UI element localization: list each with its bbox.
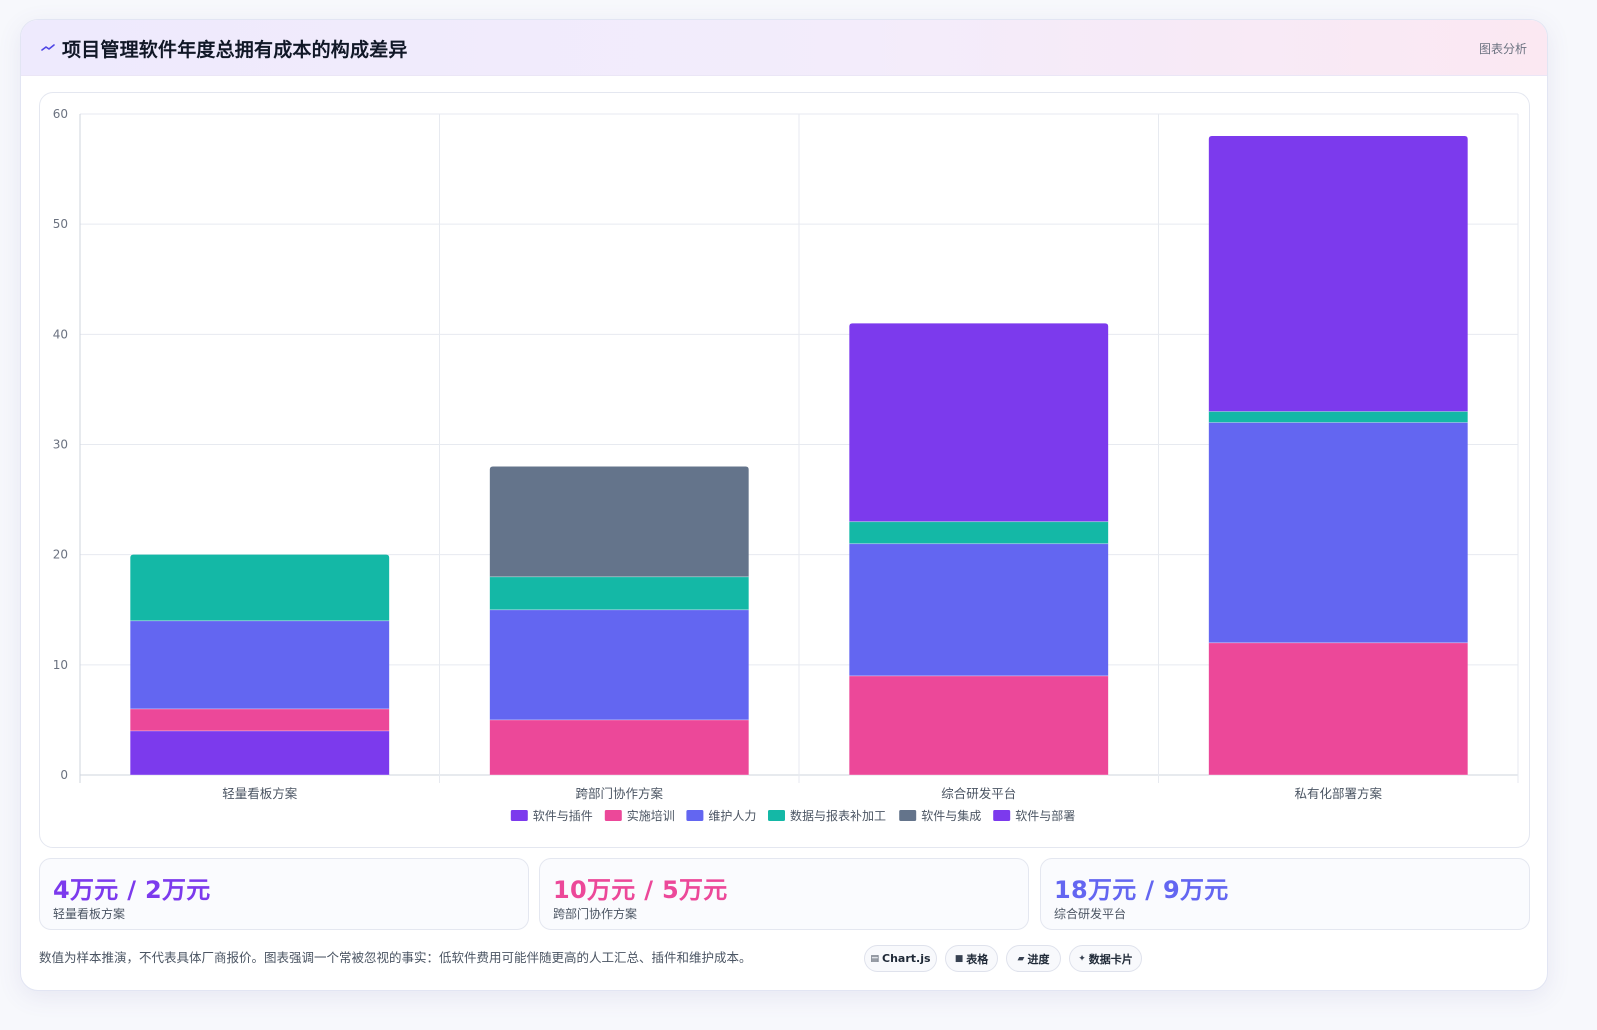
stat-label: 综合研发平台: [1054, 907, 1127, 921]
legend-label: 软件与插件: [533, 809, 593, 823]
legend-swatch: [686, 810, 704, 821]
chip-label: Chart.js: [882, 952, 931, 965]
chip-label: 表格: [966, 952, 989, 966]
bar-segment: [849, 675, 1109, 775]
legend-label: 维护人力: [708, 809, 756, 823]
x-tick-label: 私有化部署方案: [1294, 786, 1382, 801]
table-icon: ■: [954, 953, 964, 964]
footnote: 数值为样本推演，不代表具体厂商报价。图表强调一个常被忽视的事实：低软件费用可能伴…: [39, 950, 752, 965]
legend-swatch: [993, 810, 1011, 821]
stat-value: 18万元 / 9万元: [1054, 876, 1229, 904]
chip-data-card[interactable]: ✦ 数据卡片: [1069, 945, 1142, 972]
chip-progress[interactable]: ▰ 进度: [1006, 945, 1061, 972]
stat-card-3: 18万元 / 9万元 综合研发平台: [1040, 858, 1530, 930]
x-tick-label: 综合研发平台: [941, 786, 1016, 801]
bar-segment: [1208, 642, 1468, 775]
bar-segment: [849, 323, 1109, 522]
trend-line-icon: [41, 41, 55, 55]
header-tag: 图表分析: [1478, 42, 1527, 56]
chip-label: 数据卡片: [1088, 952, 1133, 966]
data-card-icon: ✦: [1078, 953, 1086, 964]
legend-label: 实施培训: [627, 808, 675, 823]
y-tick-label: 30: [53, 438, 68, 452]
chip-chartjs[interactable]: ▤ Chart.js: [864, 945, 937, 972]
bar-segment: [489, 466, 749, 577]
y-tick-label: 60: [53, 107, 68, 121]
y-tick-label: 10: [53, 658, 68, 672]
bar-segment: [130, 708, 390, 731]
bar-segment: [1208, 136, 1468, 412]
legend-label: 软件与集成: [921, 808, 981, 823]
stat-value: 4万元 / 2万元: [53, 876, 211, 904]
bar-segment: [489, 719, 749, 775]
legend-swatch: [510, 810, 528, 821]
bar-segment: [489, 609, 749, 720]
stat-label: 轻量看板方案: [53, 907, 126, 921]
card-header: 项目管理软件年度总拥有成本的构成差异 图表分析: [21, 20, 1547, 76]
stat-card-2: 10万元 / 5万元 跨部门协作方案: [539, 858, 1029, 930]
bar-segment: [849, 543, 1109, 676]
bar-segment: [1208, 422, 1468, 643]
legend-swatch: [899, 810, 917, 821]
x-tick-label: 跨部门协作方案: [575, 786, 663, 801]
stacked-bar-chart: 0 10 20 30 40 50 60 轻量看板方案 跨部门协作方案 综合研发平台 私有化部署方案软…: [53, 107, 1519, 823]
progress-icon: ▰: [1017, 953, 1025, 964]
bar-segment: [1208, 411, 1468, 423]
legend-label: 软件与部署: [1015, 808, 1075, 823]
bar-segment: [130, 730, 390, 775]
y-tick-label: 0: [60, 768, 68, 782]
chart-card: 项目管理软件年度总拥有成本的构成差异 图表分析 0 10 20 30 40 50 60 轻量看…: [20, 19, 1548, 991]
chip-table[interactable]: ■ 表格: [945, 945, 998, 972]
legend-swatch: [604, 810, 622, 821]
card-title: 项目管理软件年度总拥有成本的构成差异: [62, 39, 408, 61]
y-tick-label: 20: [53, 548, 68, 562]
y-tick-label: 40: [53, 327, 68, 341]
x-tick-label: 轻量看板方案: [222, 786, 298, 801]
chart-icon: ▤: [870, 953, 879, 964]
stat-label: 跨部门协作方案: [553, 907, 638, 921]
bar-segment: [489, 576, 749, 610]
bar-segment: [130, 554, 390, 621]
stat-card-1: 4万元 / 2万元 轻量看板方案: [39, 858, 529, 930]
chart-panel: 0 10 20 30 40 50 60 轻量看板方案 跨部门协作方案 综合研发平台 私有化部署方案软…: [39, 92, 1530, 848]
y-tick-label: 50: [53, 217, 68, 231]
bar-segment: [849, 521, 1109, 544]
stat-value: 10万元 / 5万元: [553, 876, 728, 904]
legend-swatch: [768, 810, 785, 821]
bar-segment: [130, 620, 390, 709]
legend-label: 数据与报表补加工: [790, 808, 886, 823]
chip-label: 进度: [1027, 952, 1050, 966]
